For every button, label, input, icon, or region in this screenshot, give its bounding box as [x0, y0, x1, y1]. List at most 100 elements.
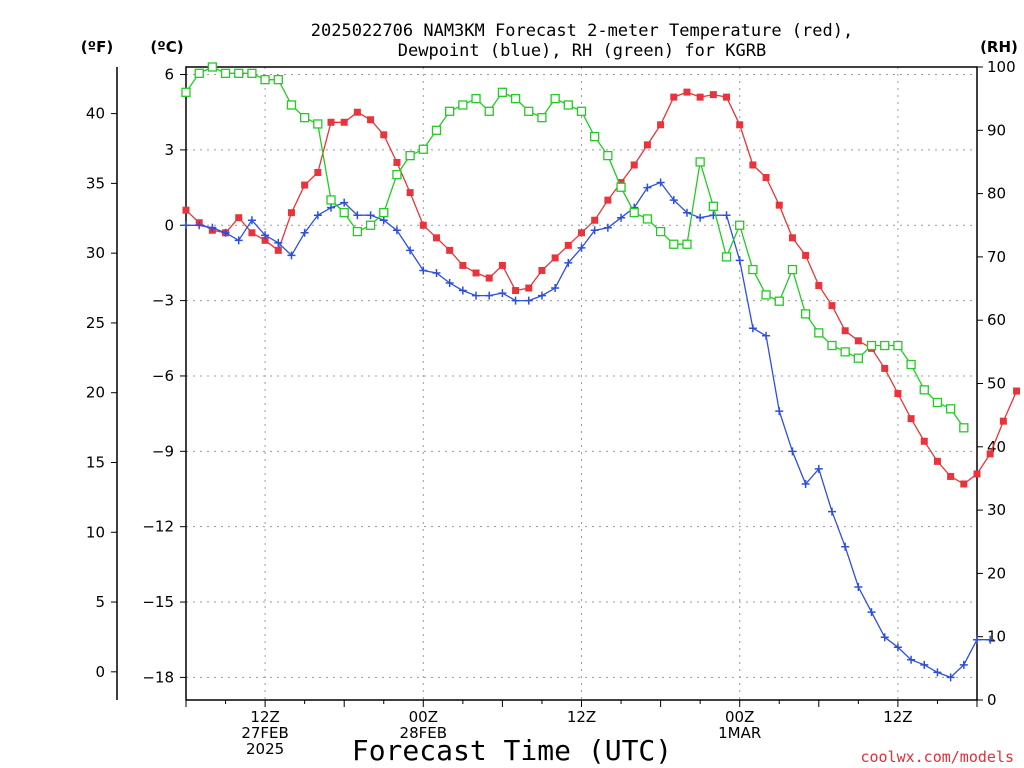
temperature-point [604, 196, 612, 204]
dewpoint-point [432, 268, 441, 277]
dewpoint-point [907, 655, 916, 664]
temperature-point [182, 206, 190, 214]
dewpoint-point [696, 213, 705, 222]
rh-point [880, 340, 890, 351]
rh-point [735, 220, 745, 230]
temperature-point [446, 246, 454, 254]
dewpoint-point [419, 266, 428, 275]
x-tick-label: 28FEB [400, 724, 447, 742]
temperature-point [788, 234, 796, 242]
temperature-point [406, 189, 414, 197]
dewpoint-point [682, 208, 691, 217]
temperature-point [815, 282, 823, 290]
temperature-point [723, 93, 731, 101]
dewpoint-point [511, 296, 520, 305]
dewpoint-point [472, 291, 481, 300]
temperature-point [999, 417, 1007, 425]
rh-point [800, 309, 811, 319]
rh-tick-label: 80 [987, 185, 1006, 203]
source-credit: coolwx.com/models [860, 748, 1014, 766]
x-tick-label: 12Z [883, 708, 912, 726]
celsius-tick-label: −6 [152, 367, 174, 385]
rh-point [550, 94, 560, 104]
rh-point [339, 207, 349, 218]
dewpoint-point [735, 256, 744, 265]
temperature-point [261, 236, 269, 244]
temperature-point [841, 327, 849, 335]
celsius-tick-label: −18 [142, 668, 174, 686]
rh-point [682, 239, 692, 249]
dewpoint-point [656, 178, 665, 187]
temperature-point [670, 93, 678, 101]
temperature-point [393, 158, 401, 166]
data-series [181, 62, 1021, 682]
dewpoint-point [392, 226, 401, 235]
fahrenheit-tick-label: 20 [86, 384, 105, 402]
rh-point [959, 423, 969, 433]
rh-point [418, 144, 428, 154]
temperature-point [854, 337, 862, 345]
temperature-point [274, 246, 282, 254]
fahrenheit-tick-label: 5 [95, 593, 105, 611]
temperature-point [591, 216, 599, 224]
dewpoint-point [182, 221, 190, 230]
rh-point [431, 125, 442, 135]
dewpoint-point [893, 643, 902, 652]
dewpoint-point [313, 211, 322, 220]
x-axis-title: Forecast Time (UTC) [352, 734, 672, 767]
temperature-point [986, 450, 994, 458]
celsius-unit-label: (ºC) [150, 38, 183, 56]
rh-point [313, 119, 323, 129]
dewpoint-point [775, 407, 784, 416]
rh-point [669, 239, 679, 249]
dewpoint-point [208, 223, 217, 232]
grid-lines [186, 67, 977, 700]
dewpoint-point [880, 633, 889, 642]
temperature-point [525, 284, 533, 292]
dewpoint-point [577, 243, 586, 252]
rh-point [866, 340, 877, 351]
x-tick-label: 1MAR [718, 724, 761, 742]
temperature-point [617, 179, 625, 187]
dewpoint-point [827, 507, 836, 516]
temperature-point [709, 91, 717, 99]
dewpoint-point [221, 228, 230, 237]
x-tick-label: 12Z [567, 708, 596, 726]
dewpoint-point [590, 226, 599, 235]
dewpoint-point [234, 236, 243, 245]
celsius-tick-label: 6 [164, 66, 174, 84]
fahrenheit-tick-label: 25 [86, 314, 105, 332]
rh-point [247, 68, 257, 78]
rh-point [260, 75, 270, 85]
celsius-tick-label: −12 [142, 518, 174, 536]
rh-point [840, 347, 850, 357]
temperature-point [287, 209, 295, 217]
rh-unit-label: (RH) [980, 38, 1018, 56]
dewpoint-point [854, 582, 863, 591]
rh-tick-label: 60 [987, 311, 1006, 329]
rh-point [629, 207, 639, 218]
temperature-point [960, 480, 968, 488]
fahrenheit-tick-label: 15 [86, 453, 105, 471]
dewpoint-point [327, 203, 336, 212]
dewpoint-point [933, 668, 942, 677]
temperature-point [657, 121, 665, 129]
rh-tick-label: 0 [987, 691, 997, 709]
dewpoint-point [551, 284, 560, 293]
dewpoint-point [247, 216, 256, 225]
dewpoint-point [603, 223, 612, 232]
dewpoint-point [274, 238, 283, 247]
temperature-point [762, 174, 770, 182]
rh-tick-label: 30 [987, 501, 1006, 519]
dewpoint-point [814, 464, 823, 473]
rh-point [405, 150, 415, 161]
dewpoint-point [946, 673, 955, 682]
x-tick-label: 27FEB [241, 724, 288, 742]
dewpoint-point [801, 479, 810, 488]
dewpoint-point [340, 198, 349, 207]
rh-point [721, 252, 732, 262]
fahrenheit-tick-label: 35 [86, 174, 105, 192]
temperature-point [881, 364, 889, 372]
